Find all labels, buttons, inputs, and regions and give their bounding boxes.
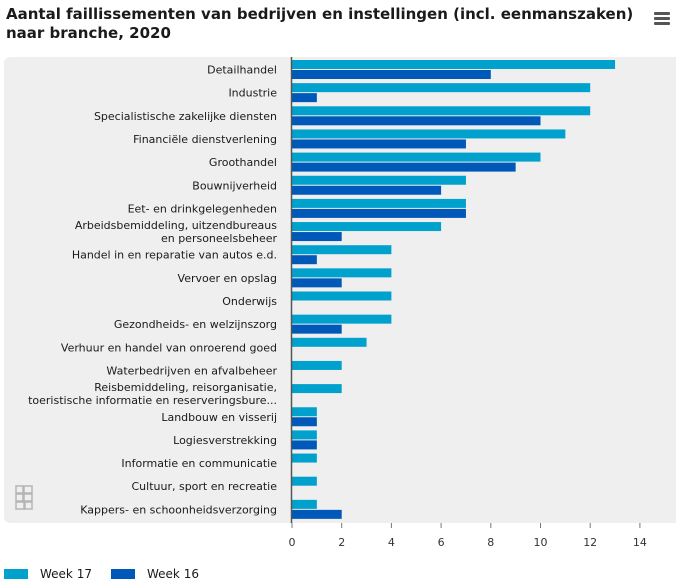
category-label: Eet- en drinkgelegenheden [128,202,277,215]
bar-week-17 [292,83,591,93]
bar-week-16 [292,509,342,519]
bar-week-17 [292,245,392,255]
bar-week-16 [292,255,317,265]
category-label: Onderwijs [222,295,277,308]
bar-week-16 [292,139,466,149]
menu-line [654,17,670,20]
x-tick-label: 4 [388,536,395,549]
category-label: Detailhandel [207,64,277,77]
category-label: en personeelsbeheer [161,232,278,245]
x-tick-label: 12 [583,536,597,549]
bar-week-16 [292,70,491,79]
category-label: Arbeidsbemiddeling, uitzendbureaus [75,219,277,232]
x-tick-label: 0 [289,536,296,549]
plot-area-fill [292,57,676,523]
category-label: Specialistische zakelijke diensten [94,110,277,123]
legend-label-week-16: Week 16 [147,567,199,581]
hamburger-menu-icon[interactable] [654,12,670,26]
category-label: Logiesverstrekking [173,434,277,447]
bar-week-16 [292,208,466,218]
bar-week-16 [292,440,317,450]
chart-title: Aantal faillissementen van bedrijven en … [6,5,633,43]
bar-week-17 [292,60,616,69]
bar-week-17 [292,476,317,486]
category-label: Kappers- en schoonheidsverzorging [80,503,277,516]
bar-week-17 [292,129,566,139]
category-label: toeristische informatie en reserveringsb… [28,394,277,407]
bar-week-17 [292,337,367,347]
x-tick-label: 10 [534,536,548,549]
menu-line [654,22,670,25]
bar-chart: Detailhandel Industrie Specialistische zak… [4,57,676,549]
bar-week-16 [292,116,541,126]
category-label: Informatie en communicatie [121,457,277,470]
x-tick-label: 6 [438,536,445,549]
category-label: Waterbedrijven en afvalbeheer [106,364,277,377]
bar-week-17 [292,453,317,463]
cbs-logo-icon [15,485,33,510]
legend-swatch-week-17 [4,569,28,579]
bar-week-17 [292,384,342,394]
bar-week-17 [292,152,541,162]
bar-week-17 [292,291,392,301]
category-label: Bouwnijverheid [192,179,277,192]
x-tick-label: 2 [338,536,345,549]
bar-week-17 [292,499,317,509]
category-label: Handel in en reparatie van autos e.d. [72,249,277,262]
bar-week-16 [292,324,342,334]
bar-week-16 [292,185,442,195]
category-label: Reisbemiddeling, reisorganisatie, [94,381,277,394]
category-label: Groothandel [209,156,277,169]
bar-week-16 [292,232,342,242]
chart-title-line-2: naar branche, 2020 [6,24,171,42]
bar-week-17 [292,175,466,185]
legend-swatch-week-16 [111,569,135,579]
bar-week-17 [292,360,342,370]
category-label: Industrie [228,87,277,100]
category-label: Cultuur, sport en recreatie [131,480,277,493]
legend-label-week-17: Week 17 [40,567,92,581]
category-label: Landbouw en visserij [161,411,277,424]
category-label: Verhuur en handel van onroerend goed [61,341,277,354]
x-tick-label: 14 [633,536,647,549]
bar-week-17 [292,106,591,116]
chart-title-line-1: Aantal faillissementen van bedrijven en … [6,5,634,23]
bar-week-17 [292,222,442,232]
bar-week-17 [292,314,392,324]
bar-week-17 [292,430,317,440]
bar-week-16 [292,162,516,172]
bar-week-16 [292,417,317,427]
bar-week-17 [292,198,466,208]
category-label: Gezondheids- en welzijnszorg [114,318,277,331]
bar-week-17 [292,268,392,278]
x-tick-label: 8 [487,536,494,549]
menu-line [654,12,670,15]
category-label: Vervoer en opslag [178,272,277,285]
bar-week-16 [292,278,342,288]
bar-week-17 [292,407,317,417]
category-label: Financiële dienstverlening [133,133,277,146]
bar-week-16 [292,93,317,103]
